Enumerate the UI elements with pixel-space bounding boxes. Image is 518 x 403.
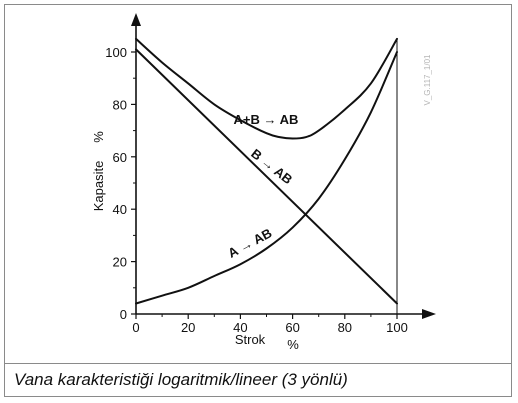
y-tick-label: 60	[113, 150, 127, 165]
x-tick-label: 20	[181, 320, 195, 335]
ticks-layer: 0 20 40 60 80 100 0 20 40 60 80 100	[105, 45, 408, 335]
x-tick-label: 100	[386, 320, 408, 335]
x-tick-label: 60	[285, 320, 299, 335]
axes	[131, 13, 436, 319]
y-axis-label: Kapasite	[91, 161, 106, 212]
x-axis-arrow	[422, 309, 436, 319]
caption-divider	[4, 363, 512, 364]
series-label-a-ab: A → AB	[225, 225, 274, 261]
y-tick-label: 0	[120, 307, 127, 322]
y-tick-label: 80	[113, 97, 127, 112]
x-tick-label: 80	[338, 320, 352, 335]
series-line-b-ab	[135, 48, 398, 305]
x-tick-label: 0	[132, 320, 139, 335]
x-axis-unit: %	[287, 337, 299, 352]
series-line-a-b-ab	[135, 37, 398, 140]
figure-frame	[4, 4, 512, 397]
figure-caption: Vana karakteristiği logaritmik/lineer (3…	[14, 370, 348, 389]
series-line-a-ab	[135, 51, 398, 305]
y-tick-label: 100	[105, 45, 127, 60]
y-axis-unit: %	[91, 131, 106, 143]
y-tick-label: 20	[113, 255, 127, 270]
series-layer	[135, 37, 398, 305]
x-tick-label: 40	[233, 320, 247, 335]
x-axis-label: Strok	[235, 332, 266, 347]
series-label-a-b-ab: A+B → AB	[234, 112, 299, 127]
y-tick-label: 40	[113, 202, 127, 217]
y-axis-arrow	[131, 13, 141, 26]
figure-code: V_G.117_1/01	[423, 54, 432, 106]
